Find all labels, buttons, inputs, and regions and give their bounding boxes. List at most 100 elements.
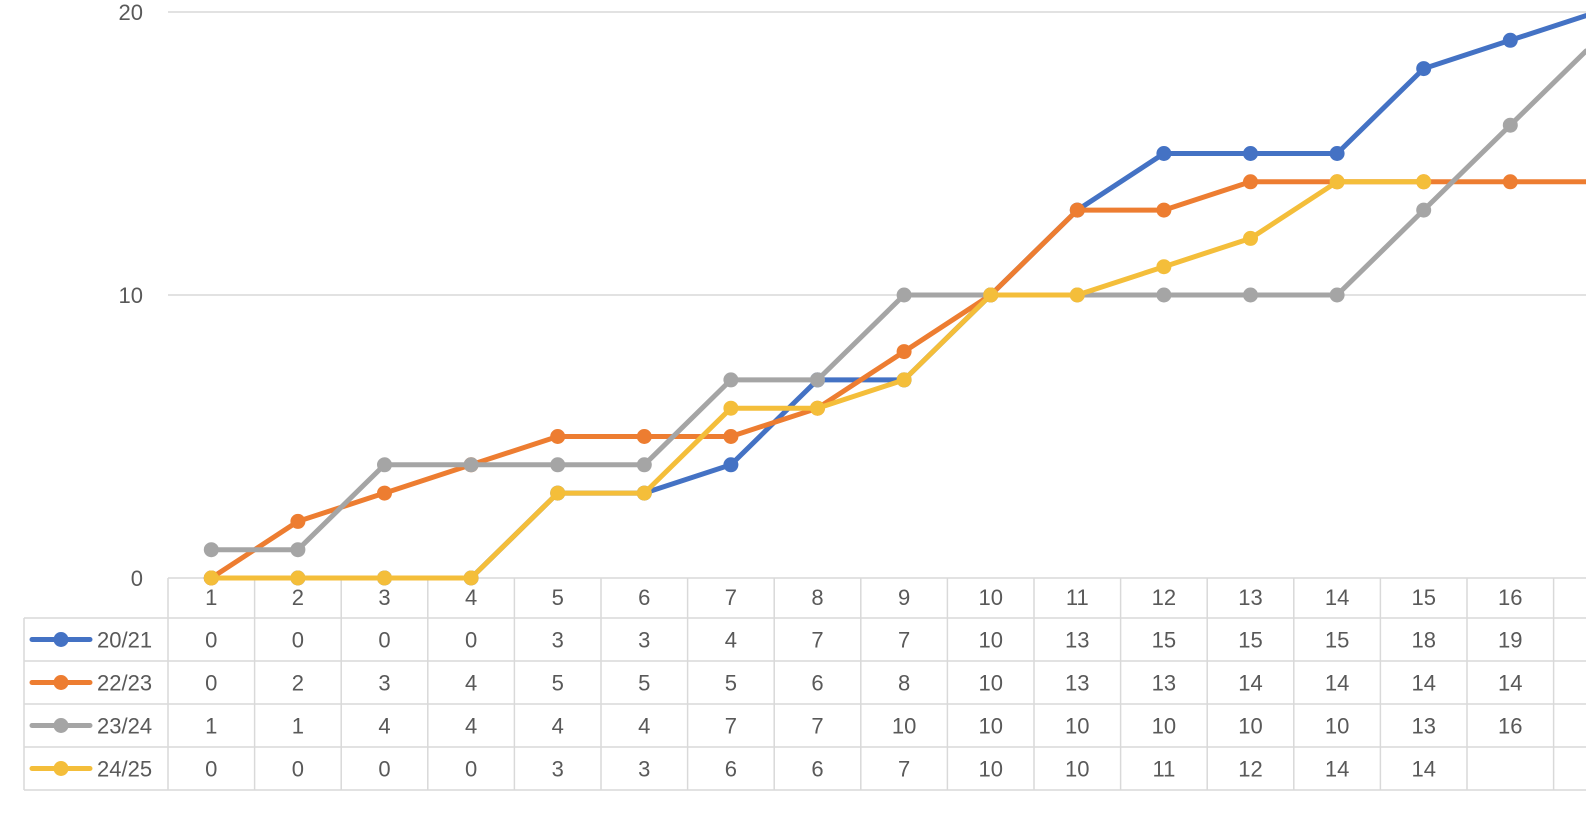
table-cell: 10	[892, 714, 916, 739]
table-cell: 0	[378, 757, 390, 782]
data-point	[1416, 202, 1432, 218]
data-point	[723, 372, 739, 388]
gridlines	[168, 11, 1586, 296]
table-cell: 7	[898, 628, 910, 653]
y-tick-label: 10	[119, 283, 143, 308]
data-point	[1156, 202, 1172, 218]
data-point	[1156, 287, 1172, 303]
table-cell: 10	[1152, 714, 1176, 739]
table-cell: 6	[811, 757, 823, 782]
x-tick-label: 3	[378, 585, 390, 610]
data-point	[1156, 259, 1172, 275]
table-cell: 7	[811, 628, 823, 653]
x-tick-label: 10	[978, 585, 1002, 610]
table-cell: 0	[205, 757, 217, 782]
table-cell: 5	[725, 671, 737, 696]
data-point	[463, 570, 479, 586]
data-point	[810, 372, 825, 388]
series-lines	[203, 13, 1586, 586]
table-cell: 14	[1325, 671, 1349, 696]
data-point	[1069, 202, 1085, 218]
x-tick-label: 2	[292, 585, 304, 610]
table-cell: 19	[1498, 628, 1522, 653]
data-point	[723, 457, 739, 473]
table-cell: 0	[465, 628, 477, 653]
legend-key-marker	[53, 761, 69, 776]
table-cell: 3	[638, 628, 650, 653]
data-point	[896, 287, 912, 303]
x-tick-label: 8	[811, 585, 823, 610]
x-tick-label: 13	[1238, 585, 1262, 610]
table-cell: 3	[378, 671, 390, 696]
table-cell: 14	[1325, 757, 1349, 782]
table-cell: 13	[1411, 714, 1435, 739]
x-tick-label: 12	[1152, 585, 1176, 610]
table-cell: 11	[1152, 757, 1175, 782]
table-cell: 1	[205, 714, 217, 739]
table-cell: 15	[1325, 628, 1349, 653]
table-cell: 3	[552, 628, 564, 653]
table-cell: 7	[811, 714, 823, 739]
table-cell: 7	[725, 714, 737, 739]
x-tick-label: 11	[1066, 585, 1089, 610]
y-tick-label: 0	[131, 566, 143, 591]
x-tick-label: 7	[725, 585, 737, 610]
table-cell: 13	[1065, 628, 1089, 653]
data-point	[1502, 117, 1518, 133]
table-cell: 6	[725, 757, 737, 782]
table-cell: 4	[725, 628, 737, 653]
data-point	[377, 485, 392, 501]
x-tick-label: 15	[1411, 585, 1435, 610]
legend-label: 24/25	[97, 757, 152, 782]
table-cell: 10	[1238, 714, 1262, 739]
data-point	[896, 372, 912, 388]
data-point	[290, 542, 306, 558]
data-point	[723, 400, 739, 416]
table-cell: 3	[638, 757, 650, 782]
table-cell: 16	[1498, 714, 1522, 739]
data-point	[290, 570, 306, 586]
data-point	[636, 457, 652, 473]
x-tick-label: 14	[1325, 585, 1349, 610]
data-point	[377, 570, 392, 586]
table-cell: 10	[1065, 714, 1089, 739]
data-point	[1416, 61, 1432, 77]
data-point	[463, 457, 479, 473]
table-cell: 14	[1498, 671, 1522, 696]
table-cell: 10	[978, 757, 1002, 782]
table-cell: 3	[552, 757, 564, 782]
table-cell: 14	[1238, 671, 1262, 696]
data-point	[1329, 146, 1345, 161]
data-point	[1329, 174, 1345, 190]
data-point	[550, 485, 566, 501]
data-point	[203, 570, 219, 586]
data-point	[723, 429, 739, 444]
data-point	[636, 429, 652, 444]
table-cell: 10	[978, 671, 1002, 696]
table-cell: 10	[978, 628, 1002, 653]
data-point	[550, 457, 566, 473]
data-point	[1243, 287, 1258, 303]
y-axis: 0 10 20	[119, 0, 143, 591]
legend-key-marker	[53, 675, 69, 690]
table-cell: 14	[1411, 757, 1435, 782]
table-cell: 1	[292, 714, 304, 739]
data-point	[1156, 146, 1172, 161]
table-cell: 4	[638, 714, 650, 739]
table-cell: 12	[1238, 757, 1262, 782]
data-point	[1243, 146, 1258, 161]
table-cell: 0	[465, 757, 477, 782]
y-tick-label: 20	[119, 0, 143, 25]
table-cell: 10	[978, 714, 1002, 739]
data-point	[1416, 174, 1432, 190]
data-point	[1502, 174, 1518, 190]
data-point	[636, 485, 652, 501]
data-point	[810, 400, 825, 416]
data-point	[550, 429, 566, 444]
x-tick-label: 1	[205, 585, 217, 610]
data-point	[203, 542, 219, 558]
table-cell: 0	[292, 628, 304, 653]
table-cell: 13	[1065, 671, 1089, 696]
data-point	[290, 513, 306, 529]
table-cell: 14	[1411, 671, 1435, 696]
